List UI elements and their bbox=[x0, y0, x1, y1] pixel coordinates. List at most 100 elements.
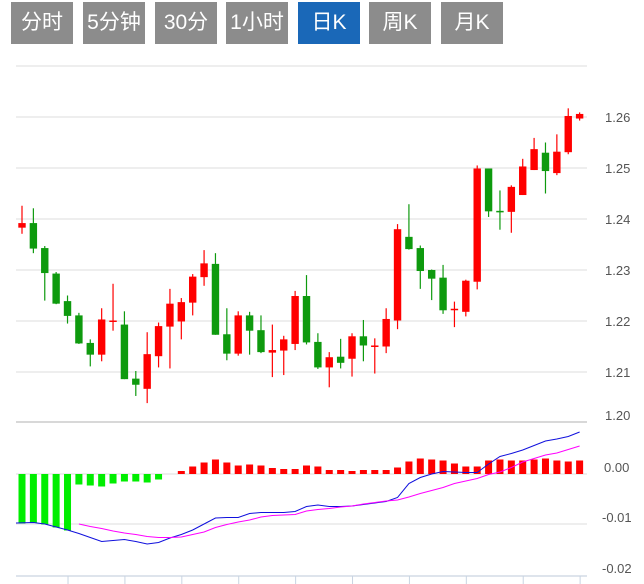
dif-line bbox=[15, 431, 580, 545]
macd-bar-positive bbox=[268, 468, 276, 474]
candle-down bbox=[120, 311, 129, 380]
candle-body bbox=[189, 276, 197, 303]
candle-down bbox=[405, 204, 413, 250]
macd-bar-positive bbox=[223, 462, 231, 474]
candle-up bbox=[553, 134, 561, 176]
macd-bar-positive bbox=[177, 471, 185, 474]
candle-body bbox=[97, 319, 106, 355]
candle-body bbox=[439, 277, 447, 311]
macd-tick-label: -0.01 bbox=[602, 510, 632, 525]
macd-bar-negative bbox=[64, 474, 72, 531]
candle-body bbox=[41, 248, 49, 274]
candle-up bbox=[109, 283, 117, 331]
y-axis-labels: 1.26 1.25 1.24 1.23 1.22 1.21 1.20 0.00 … bbox=[602, 110, 632, 576]
candle-down bbox=[211, 253, 220, 335]
macd-tick-label: 0.00 bbox=[604, 460, 629, 475]
candle-body bbox=[268, 350, 277, 353]
tab-30min[interactable]: 30分钟 bbox=[155, 2, 217, 76]
macd-bar-positive bbox=[359, 470, 367, 474]
candle-body bbox=[541, 152, 550, 172]
macd-bar-negative bbox=[120, 474, 128, 482]
candle-up bbox=[575, 112, 584, 121]
candle-body bbox=[382, 318, 390, 347]
macd-bar-positive bbox=[519, 460, 527, 474]
candle-up bbox=[473, 165, 481, 290]
candle-down bbox=[223, 308, 231, 361]
candle-up bbox=[450, 301, 459, 328]
y-tick-label: 1.20 bbox=[605, 408, 630, 423]
macd-bar-positive bbox=[348, 471, 356, 474]
macd-bar-positive bbox=[553, 460, 561, 474]
candle-body bbox=[348, 336, 356, 359]
candle-body bbox=[564, 115, 572, 153]
candle-up bbox=[519, 158, 527, 196]
macd-bar-positive bbox=[337, 470, 345, 474]
dea-line bbox=[78, 445, 580, 538]
macd-bar-negative bbox=[143, 474, 151, 483]
macd-histogram bbox=[18, 458, 584, 531]
candle-down bbox=[439, 264, 447, 314]
macd-bar-positive bbox=[257, 465, 265, 474]
candle-body bbox=[462, 280, 470, 312]
candle-up bbox=[530, 137, 538, 171]
macd-bar-positive bbox=[394, 467, 402, 474]
candle-up bbox=[507, 185, 516, 233]
macd-bar-positive bbox=[473, 466, 481, 474]
candle-body bbox=[325, 357, 333, 368]
candle-up bbox=[348, 333, 356, 377]
candle-down bbox=[245, 311, 254, 355]
candle-down bbox=[416, 245, 424, 289]
macd-bar-positive bbox=[314, 466, 322, 474]
candle-down bbox=[314, 333, 322, 369]
candle-down bbox=[484, 168, 493, 217]
candle-body bbox=[75, 315, 83, 344]
candle-down bbox=[63, 295, 72, 324]
candle-up bbox=[371, 338, 379, 374]
candle-body bbox=[234, 315, 242, 354]
tab-weekly-k[interactable]: 周K bbox=[369, 2, 431, 44]
macd-tick-label: -0.02 bbox=[602, 561, 632, 576]
tab-monthly-k[interactable]: 月K bbox=[441, 2, 503, 44]
candle-up bbox=[268, 324, 277, 378]
macd-bar-negative bbox=[41, 474, 49, 525]
candle-body bbox=[553, 151, 561, 174]
candle-body bbox=[132, 378, 140, 385]
candle-up bbox=[393, 224, 402, 330]
candle-up bbox=[97, 308, 106, 362]
candle-body bbox=[519, 166, 527, 196]
candle-up bbox=[177, 298, 186, 340]
candle-body bbox=[484, 168, 493, 212]
candle-down bbox=[86, 339, 94, 367]
macd-bar-positive bbox=[576, 460, 584, 474]
y-tick-label: 1.22 bbox=[605, 314, 630, 329]
tab-5min[interactable]: 5分钟 bbox=[83, 2, 145, 44]
macd-bar-positive bbox=[303, 465, 310, 474]
macd-bar-positive bbox=[200, 462, 208, 474]
macd-bar-negative bbox=[155, 474, 163, 480]
candle-down bbox=[132, 370, 140, 396]
tab-timeshare[interactable]: 分时线 bbox=[11, 2, 73, 76]
tab-daily-k[interactable]: 日K bbox=[298, 2, 360, 44]
candle-body bbox=[200, 263, 208, 278]
y-tick-label: 1.23 bbox=[605, 263, 630, 278]
tab-1hour[interactable]: 1小时 bbox=[226, 2, 288, 44]
candle-body bbox=[314, 341, 322, 368]
candle-up bbox=[189, 274, 197, 316]
candle-down bbox=[29, 208, 38, 254]
macd-bar-positive bbox=[462, 466, 470, 474]
candle-body bbox=[154, 326, 163, 357]
macd-bar-positive bbox=[382, 470, 390, 474]
candle-body bbox=[211, 263, 220, 335]
candle-up bbox=[166, 288, 174, 369]
candle-down bbox=[427, 269, 436, 301]
macd-bar-negative bbox=[98, 474, 106, 487]
macd-bar-positive bbox=[450, 463, 458, 474]
candle-body bbox=[416, 248, 424, 272]
candle-body bbox=[223, 334, 231, 354]
macd-bar-positive bbox=[325, 470, 333, 474]
candle-up bbox=[462, 279, 470, 317]
candle-up bbox=[200, 250, 208, 286]
macd-lines bbox=[15, 431, 580, 545]
candle-body bbox=[109, 320, 117, 322]
macd-bar-positive bbox=[416, 458, 424, 474]
